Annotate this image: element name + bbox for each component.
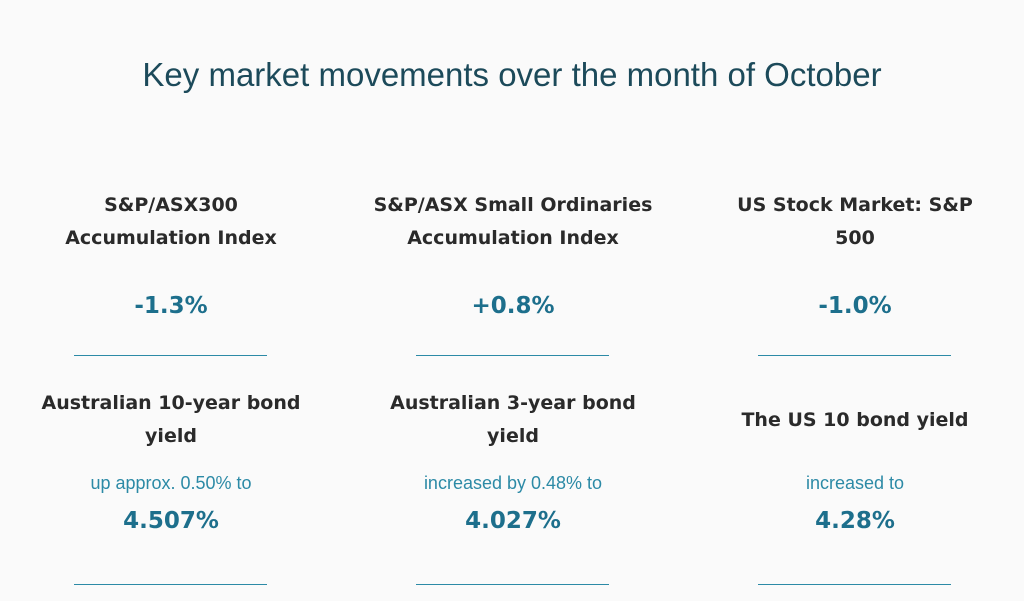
- card-value: -1.3%: [134, 293, 208, 319]
- card-label: S&P/ASX Small Ordinaries Accumulation In…: [373, 194, 653, 249]
- card: S&P/ASX300 Accumulation Index -1.3%: [21, 189, 321, 357]
- card-label: Australian 3-year bond yield: [390, 392, 636, 447]
- card-label: US Stock Market: S&P 500: [737, 194, 973, 249]
- divider: [758, 584, 951, 585]
- card-value: 4.28%: [815, 508, 895, 534]
- divider: [416, 355, 609, 356]
- card-label: The US 10 bond yield: [741, 408, 969, 431]
- divider: [416, 584, 609, 585]
- card-value: +0.8%: [471, 293, 555, 319]
- title: Key market movements over the month of O…: [142, 56, 882, 93]
- divider: [74, 584, 267, 585]
- card-note: up approx. 0.50% to: [90, 473, 252, 493]
- divider: [758, 355, 951, 356]
- card-value: 4.027%: [465, 508, 561, 534]
- card-note: increased to: [805, 473, 905, 493]
- card: US Stock Market: S&P 500 -1.0%: [705, 189, 1005, 357]
- card-value: -1.0%: [818, 293, 892, 319]
- card-value: 4.507%: [123, 508, 219, 534]
- card: S&P/ASX Small Ordinaries Accumulation In…: [363, 189, 663, 357]
- card: The US 10 bond yield increased to 4.28%: [705, 387, 1005, 587]
- card: Australian 3-year bond yield increased by…: [363, 387, 663, 587]
- card-label: Australian 10-year bond yield: [41, 392, 301, 447]
- divider: [74, 355, 267, 356]
- card-note: increased by 0.48% to: [423, 473, 603, 493]
- card-label: S&P/ASX300 Accumulation Index: [65, 194, 277, 249]
- card: Australian 10-year bond yield up approx. …: [21, 387, 321, 587]
